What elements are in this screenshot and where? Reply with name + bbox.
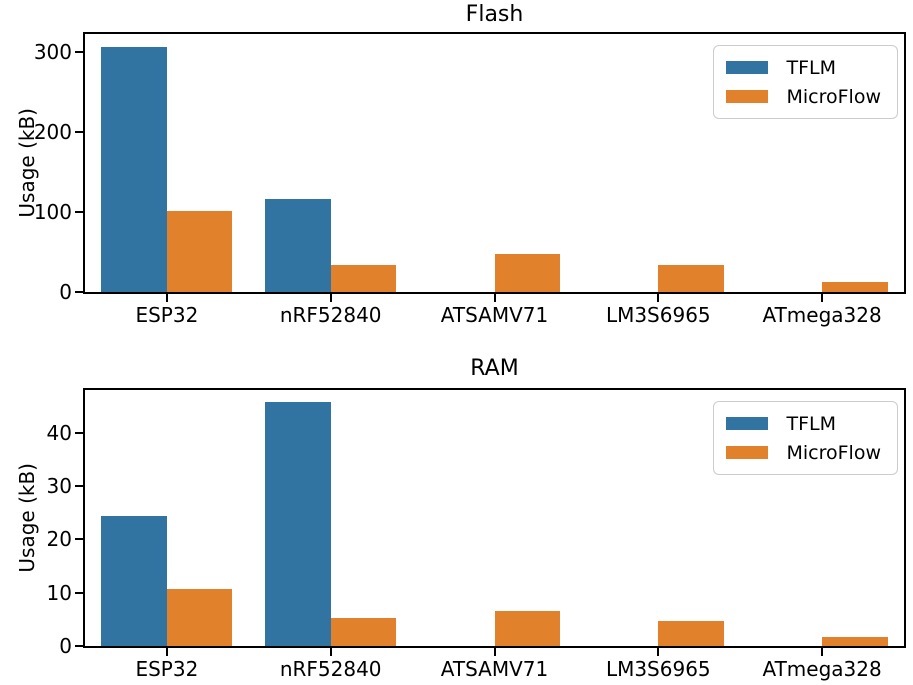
ram-x-tick-mark	[329, 648, 332, 656]
ram-y-tick-label: 30	[46, 474, 72, 498]
ram-x-tick-label-nrf52840: nRF52840	[279, 657, 382, 681]
flash-x-tick-mark	[165, 294, 168, 302]
legend-row-tflm: TFLM	[726, 53, 881, 82]
flash-y-tick-label: 200	[33, 120, 72, 145]
flash-legend: TFLM MicroFlow	[713, 45, 898, 119]
legend-label-tflm: TFLM	[786, 56, 836, 79]
flash-x-tick-mark	[821, 294, 824, 302]
ram-x-tick-label-lm3s6965: LM3S6965	[605, 657, 711, 681]
flash-x-tick-label-atmega328: ATmega328	[762, 303, 882, 327]
ram-y-tick-mark	[75, 591, 83, 594]
flash-y-tick-label: 100	[33, 200, 72, 225]
bar-microflow-esp32	[166, 211, 233, 292]
ram-y-tick-label: 10	[46, 580, 72, 605]
ram-x-tick-mark	[493, 648, 496, 656]
bar-tflm-nrf52840	[265, 198, 331, 292]
legend-row-microflow: MicroFlow	[726, 438, 881, 467]
legend-row-microflow: MicroFlow	[726, 82, 881, 111]
ram-x-tick-label-atmega328: ATmega328	[762, 657, 882, 681]
ram-y-axis-label-wrap: Usage (kB)	[13, 388, 41, 648]
flash-x-tick-mark	[493, 294, 496, 302]
legend-label-microflow: MicroFlow	[786, 441, 881, 464]
bar-microflow-nrf52840	[330, 618, 397, 646]
ram-x-tick-label-esp32: ESP32	[135, 657, 199, 681]
flash-x-tick-label-nrf52840: nRF52840	[279, 303, 382, 327]
bar-microflow-atmega328	[822, 281, 888, 292]
flash-plot-area: 0 100 200 300 ESP32 nRF52840 ATSAMV71 LM3S6965 A…	[34, 32, 906, 327]
flash-y-tick-label: 300	[33, 40, 72, 65]
ram-y-axis-label: Usage (kB)	[15, 463, 39, 573]
flash-y-tick-mark	[75, 211, 83, 214]
bar-microflow-atsamv71	[494, 611, 561, 646]
ram-y-tick-mark	[75, 485, 83, 487]
legend-row-tflm: TFLM	[726, 409, 881, 438]
legend-swatch-tflm-icon	[726, 61, 769, 74]
bar-microflow-nrf52840	[330, 264, 397, 292]
ram-chart-title: RAM	[470, 356, 519, 381]
bar-tflm-nrf52840	[265, 402, 331, 646]
ram-x-tick-label-atsamv71: ATSAMV71	[440, 657, 549, 681]
ram-x-tick-mark	[657, 648, 660, 656]
legend-label-tflm: TFLM	[786, 412, 836, 435]
legend-swatch-microflow-icon	[726, 90, 769, 103]
legend-label-microflow: MicroFlow	[786, 85, 881, 108]
flash-x-tick-mark	[329, 294, 332, 302]
ram-plot-area: 0 10 20 30 40 ESP32 nRF52840 ATSAMV71 LM3S6965 AT…	[47, 388, 906, 681]
flash-y-tick-label: 0	[59, 280, 72, 304]
ram-y-tick-mark	[75, 431, 83, 434]
bar-microflow-lm3s6965	[658, 264, 724, 292]
flash-y-tick-mark	[75, 131, 83, 134]
ram-x-tick-mark	[165, 648, 168, 656]
flash-x-tick-label-atsamv71: ATSAMV71	[440, 303, 549, 327]
flash-y-axis-label-wrap: Usage (kB)	[13, 32, 41, 294]
ram-y-tick-label: 40	[46, 420, 72, 445]
legend-swatch-microflow-icon	[726, 446, 769, 459]
flash-y-tick-mark	[75, 291, 83, 293]
bar-tflm-esp32	[101, 46, 167, 292]
bar-tflm-esp32	[101, 515, 167, 646]
ram-y-tick-mark	[75, 538, 83, 541]
bar-microflow-esp32	[166, 589, 233, 646]
legend-swatch-tflm-icon	[726, 417, 769, 430]
flash-x-tick-label-lm3s6965: LM3S6965	[605, 303, 711, 327]
ram-y-tick-mark	[75, 645, 83, 647]
ram-legend: TFLM MicroFlow	[713, 401, 898, 475]
bar-microflow-atsamv71	[494, 253, 561, 292]
flash-chart-title: Flash	[465, 2, 524, 27]
flash-x-tick-mark	[657, 294, 660, 302]
ram-y-tick-label: 0	[59, 634, 72, 658]
flash-y-tick-mark	[75, 51, 83, 54]
flash-x-tick-label-esp32: ESP32	[135, 303, 199, 327]
ram-x-tick-mark	[821, 648, 824, 656]
ram-y-tick-label: 20	[46, 527, 72, 552]
bar-microflow-lm3s6965	[658, 621, 724, 646]
bar-microflow-atmega328	[822, 636, 888, 646]
